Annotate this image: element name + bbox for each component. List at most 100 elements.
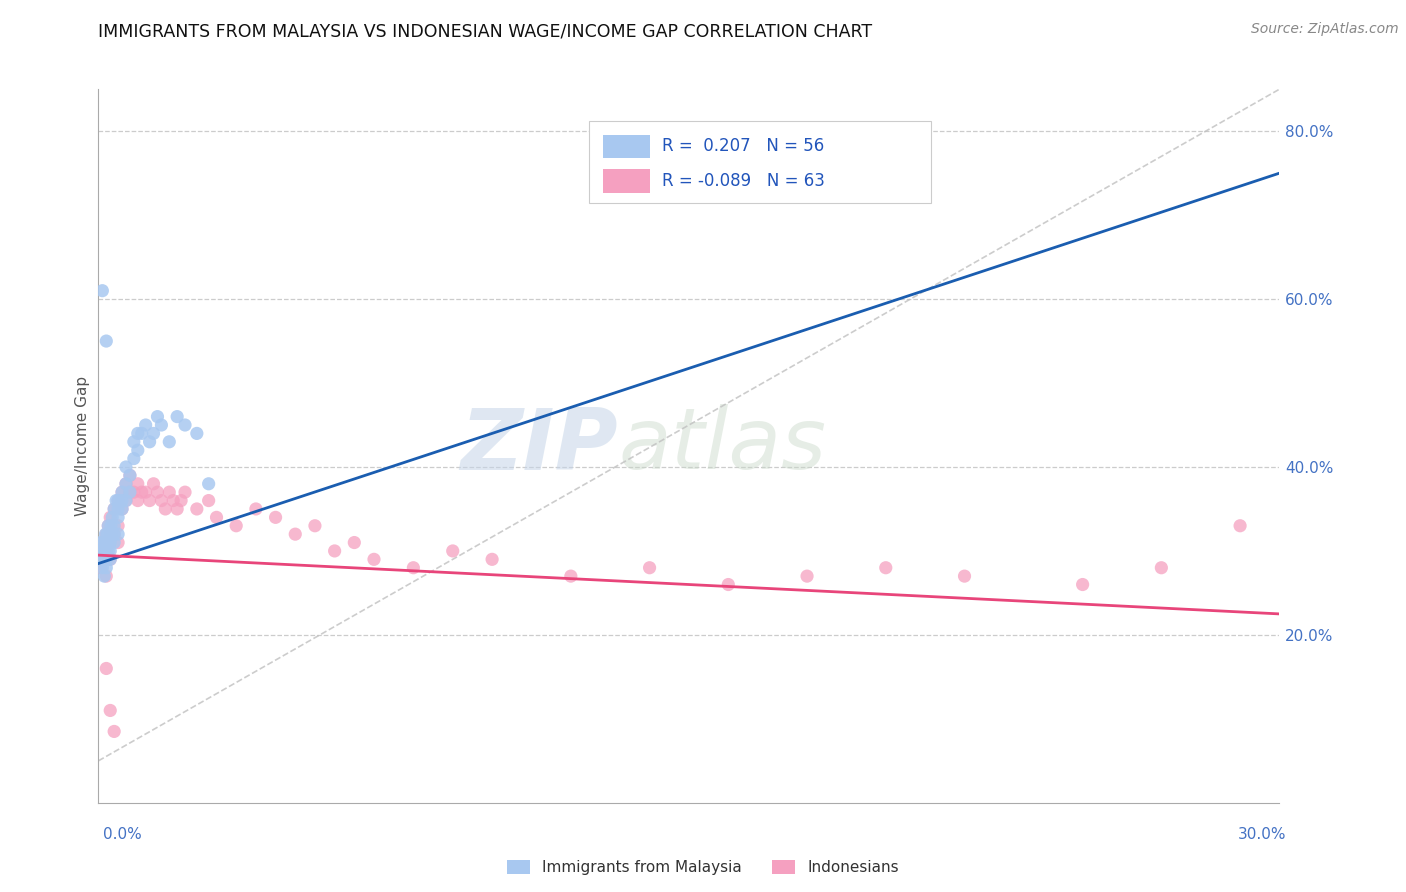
Point [1150,560,1173,574]
Point [225,518,247,533]
Point [100,527,122,541]
Point [93,552,115,566]
Point [135,417,157,432]
Point [264,510,287,524]
Point [98,535,121,549]
Point [166,409,188,424]
Point [94,527,117,541]
Point [174,417,197,432]
Point [127,476,149,491]
Point [111,485,134,500]
Point [1071,577,1094,591]
Point [343,535,366,549]
Point [638,560,661,574]
FancyBboxPatch shape [603,169,650,193]
Point [166,502,188,516]
Point [142,476,165,491]
Point [115,493,138,508]
Point [103,502,125,516]
Point [118,485,141,500]
Point [138,493,160,508]
Point [97,518,120,533]
Point [122,485,145,500]
Point [91,535,114,549]
Point [150,493,173,508]
Point [96,569,118,583]
Point [127,426,149,441]
Point [363,552,385,566]
Point [481,552,503,566]
Point [146,409,169,424]
Point [717,577,740,591]
Legend: Immigrants from Malaysia, Indonesians: Immigrants from Malaysia, Indonesians [508,861,898,875]
Point [122,451,145,466]
Point [98,703,121,717]
Point [96,661,118,675]
Point [118,468,141,483]
Point [96,535,118,549]
Point [107,502,129,516]
Point [197,476,219,491]
Point [131,426,153,441]
Point [103,724,125,739]
Point [98,552,121,566]
Point [560,569,582,583]
Point [441,544,464,558]
Point [131,485,153,500]
Point [98,552,121,566]
Point [103,502,125,516]
Point [98,544,121,558]
Point [127,493,149,508]
Point [91,560,114,574]
Text: IMMIGRANTS FROM MALAYSIA VS INDONESIAN WAGE/INCOME GAP CORRELATION CHART: IMMIGRANTS FROM MALAYSIA VS INDONESIAN W… [98,22,873,40]
Text: ZIP: ZIP [460,404,619,488]
Point [105,493,128,508]
Point [157,485,180,500]
Point [96,544,118,558]
Point [138,434,160,449]
Text: 30.0%: 30.0% [1239,827,1286,841]
FancyBboxPatch shape [603,135,650,159]
Point [97,544,120,558]
Point [96,544,118,558]
Y-axis label: Wage/Income Gap: Wage/Income Gap [75,376,90,516]
Point [245,502,267,516]
Point [186,426,208,441]
Point [135,485,157,500]
Point [115,493,138,508]
Point [150,417,173,432]
Point [89,560,111,574]
Point [111,493,134,508]
Point [91,544,114,558]
Point [97,518,120,533]
Point [96,560,118,574]
Point [205,510,228,524]
Point [953,569,976,583]
Point [93,544,115,558]
Point [91,284,114,298]
Point [115,476,138,491]
Point [142,426,165,441]
Point [304,518,326,533]
Point [90,552,112,566]
Point [127,443,149,458]
Point [402,560,425,574]
Point [107,493,129,508]
Point [170,493,193,508]
Point [146,485,169,500]
FancyBboxPatch shape [589,121,931,203]
Point [197,493,219,508]
Text: R = -0.089   N = 63: R = -0.089 N = 63 [662,171,825,189]
Point [284,527,307,541]
Text: R =  0.207   N = 56: R = 0.207 N = 56 [662,137,824,155]
Point [111,485,134,500]
Point [96,552,118,566]
Point [103,527,125,541]
Point [91,535,114,549]
Text: 0.0%: 0.0% [103,827,142,841]
Point [155,502,177,516]
Point [103,527,125,541]
Point [93,569,115,583]
Point [98,510,121,524]
Point [98,535,121,549]
